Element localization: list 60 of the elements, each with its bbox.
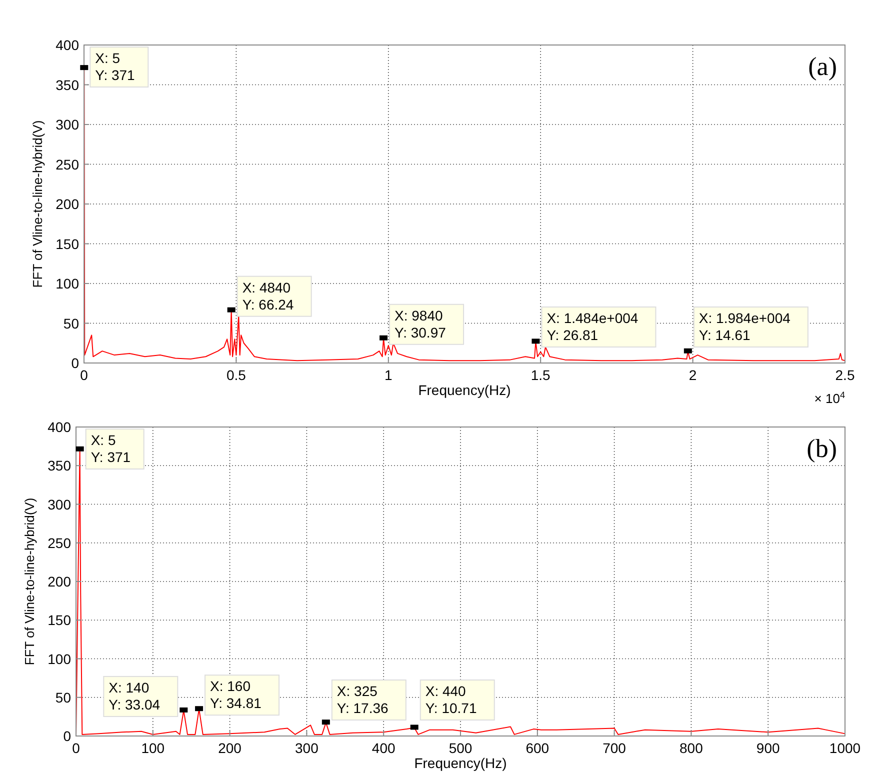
y-tick-label: 400 <box>48 419 72 435</box>
x-axis-title: Frequency(Hz) <box>414 755 507 771</box>
datatip: X: 1.484e+004 Y: 26.81 <box>532 306 656 348</box>
text: × 10$^{4}$ <box>814 390 845 406</box>
x-tick-label: 300 <box>295 740 319 756</box>
annotation: X: 140 Y: 33.04 <box>108 679 160 712</box>
y-tick-label: 150 <box>48 612 72 628</box>
y-tick-label: 50 <box>63 315 80 332</box>
annotation: X: 1.984e+004 Y: 14.61 <box>698 310 791 343</box>
y-tick-label: 250 <box>48 534 72 551</box>
x-tick-label: 400 <box>372 740 396 756</box>
y-tick-label: 200 <box>48 574 72 590</box>
y-tick-label: 0 <box>71 355 80 371</box>
datatip: X: 140 Y: 33.04 <box>103 676 188 717</box>
x-tick-label: 100 <box>141 740 165 756</box>
y-tick-label: 100 <box>48 650 72 667</box>
annotation: X: 5 Y: 371 <box>95 50 136 83</box>
datatip: X: 5 Y: 371 <box>76 428 144 470</box>
annotation: X: 440 Y: 10.71 <box>425 683 477 716</box>
x-tick-label: 1000 <box>829 740 861 756</box>
x-tick-label: 800 <box>680 740 704 756</box>
x-tick-label: 2 <box>688 367 697 383</box>
y-tick-label: 50 <box>55 689 72 706</box>
x-tick-label: 700 <box>602 740 626 756</box>
x-tick-label: 600 <box>526 740 550 756</box>
y-tick-label: 100 <box>56 276 80 292</box>
annotation: (b) <box>806 434 837 463</box>
annotation: X: 5 Y: 371 <box>90 432 131 465</box>
x-tick-label: 2.5 <box>835 367 855 383</box>
x-axis-title: Frequency(Hz) <box>418 382 511 398</box>
y-tick-label: 200 <box>56 196 80 212</box>
x-tick-label: 200 <box>218 740 242 756</box>
datatip: X: 1.984e+004 Y: 14.61 <box>684 306 808 354</box>
annotation: X: 160 Y: 34.81 <box>210 678 262 712</box>
datatip: X: 325 Y: 17.36 <box>322 680 406 725</box>
annotation: X: 1.484e+004 Y: 26.81 <box>546 310 638 343</box>
x-tick-label: 900 <box>756 740 780 756</box>
y-tick-label: 350 <box>56 76 80 93</box>
datatip: X: 440 Y: 10.71 <box>410 680 495 730</box>
y-axis-title: FFT of Vline-to-line-hybrid(V) <box>30 120 45 288</box>
y-tick-label: 400 <box>56 37 80 53</box>
y-tick-label: 300 <box>48 496 72 512</box>
annotation: X: 325 Y: 17.36 <box>336 683 389 716</box>
y-axis-title: FFT of Vline-to-line-hybrid(V) <box>22 498 37 666</box>
y-tick-label: 300 <box>56 116 80 132</box>
x-tick-label: 1 <box>384 367 392 383</box>
datatip: X: 4840 Y: 66.24 <box>227 276 312 317</box>
datatip: X: 160 Y: 34.81 <box>195 674 280 716</box>
y-tick-label: 250 <box>56 156 80 172</box>
annotation: X: 9840 Y: 30.97 <box>394 307 446 340</box>
annotation: X: 4840 Y: 66.24 <box>242 279 294 312</box>
datatip: X: 5 Y: 371 <box>80 46 149 88</box>
y-tick-label: 0 <box>63 728 72 744</box>
x-tick-label: 0.5 <box>226 367 246 383</box>
y-tick-label: 150 <box>56 236 80 252</box>
datatip: X: 9840 Y: 30.97 <box>380 304 464 345</box>
x-tick-label: 500 <box>448 740 472 756</box>
annotation: (a) <box>808 52 837 81</box>
y-tick-label: 350 <box>48 458 72 474</box>
x-tick-label: 1.5 <box>530 367 551 383</box>
